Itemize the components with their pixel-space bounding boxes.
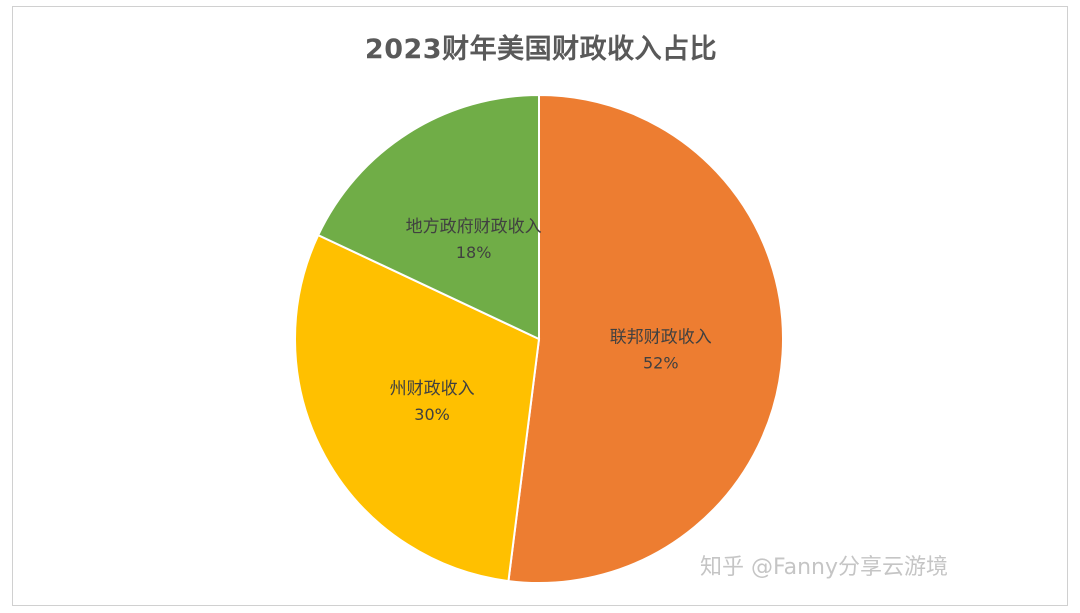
slice-value-label-2: 18% bbox=[456, 243, 492, 262]
pie-slice-0 bbox=[507, 93, 784, 584]
chart-title: 2023财年美国财政收入占比 bbox=[364, 34, 718, 65]
watermark: 知乎 @Fanny分享云游境 bbox=[700, 555, 949, 580]
pie-chart: 联邦财政收入 52% 州财政收入 30% 地方政府财政收入 18% bbox=[294, 93, 784, 584]
slice-category-label-2: 地方政府财政收入 bbox=[406, 217, 542, 237]
slice-category-label-0: 联邦财政收入 bbox=[610, 328, 712, 348]
chart-frame: 2023财年美国财政收入占比 联邦财政收入 52% 州财政收入 30% 地方政府财政收入… bbox=[12, 6, 1068, 606]
pie-slice-1 bbox=[294, 233, 541, 583]
pie-slice-2 bbox=[316, 93, 540, 341]
slice-category-label-1: 州财政收入 bbox=[390, 379, 475, 399]
slice-value-label-1: 30% bbox=[414, 405, 450, 424]
slice-value-label-0: 52% bbox=[643, 354, 679, 373]
